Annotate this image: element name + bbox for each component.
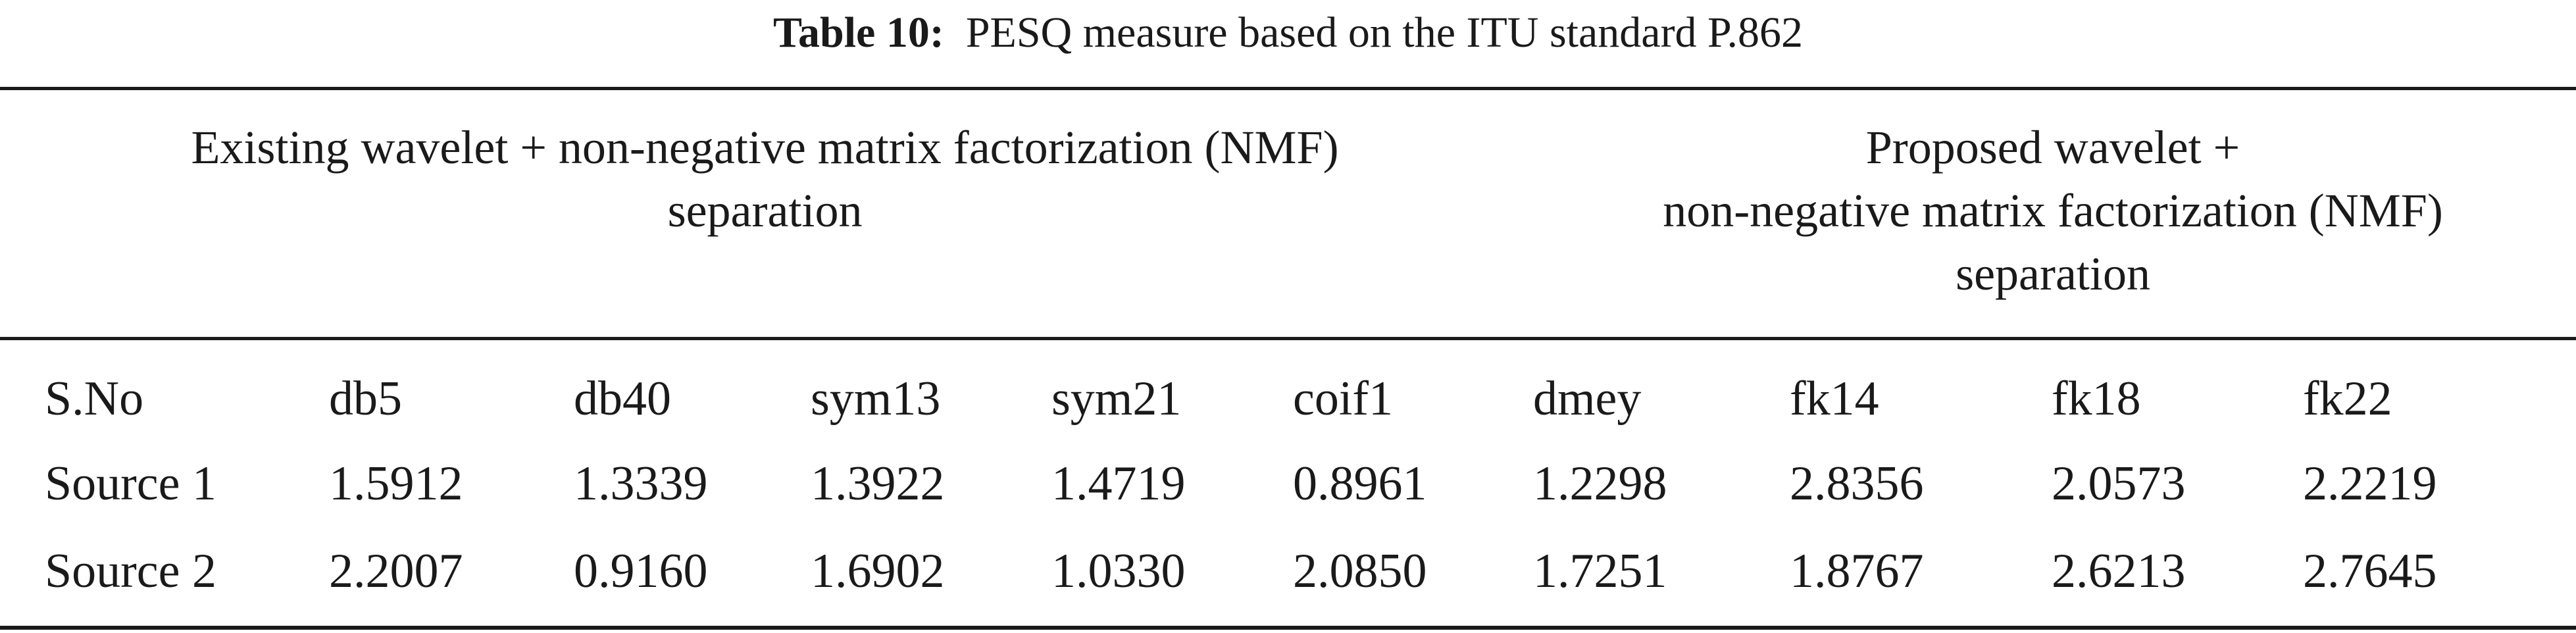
group-header-proposed: Proposed wavelet + non-negative matrix f… xyxy=(1533,116,2573,305)
caption-label: Table 10: xyxy=(773,9,944,57)
column-header: db40 xyxy=(574,372,671,426)
bottom-rule xyxy=(0,626,2576,630)
table-row: Source 1 1.5912 1.3339 1.3922 1.4719 0.8… xyxy=(0,451,2576,517)
table-cell: 1.4719 xyxy=(1051,457,1186,511)
table-cell: 1.0330 xyxy=(1051,544,1186,598)
table-cell: 2.0850 xyxy=(1293,544,1427,598)
header-rule xyxy=(0,337,2576,340)
table-cell: 0.8961 xyxy=(1293,457,1427,511)
table-cell: 2.0573 xyxy=(2052,457,2186,511)
column-header: fk14 xyxy=(1790,372,1879,426)
column-header: db5 xyxy=(329,372,402,426)
column-header: coif1 xyxy=(1293,372,1394,426)
table-cell: 1.2298 xyxy=(1533,457,1667,511)
table-cell: 1.7251 xyxy=(1533,544,1667,598)
group-existing-line2: separation xyxy=(667,184,863,237)
column-header: sym13 xyxy=(811,372,941,426)
row-label: Source 2 xyxy=(45,544,216,598)
table-cell: 1.8767 xyxy=(1790,544,1924,598)
table-cell: 1.3339 xyxy=(574,457,708,511)
group-header-existing: Existing wavelet + non-negative matrix f… xyxy=(20,116,1510,242)
table-cell: 1.5912 xyxy=(329,457,463,511)
column-header: fk18 xyxy=(2052,372,2141,426)
table-cell: 2.7645 xyxy=(2303,544,2437,598)
table-cell: 0.9160 xyxy=(574,544,708,598)
table-row: Source 2 2.2007 0.9160 1.6902 1.0330 2.0… xyxy=(0,538,2576,604)
column-header: S.No xyxy=(45,372,144,426)
column-header: dmey xyxy=(1533,372,1642,426)
caption-text: PESQ measure based on the ITU standard P… xyxy=(965,9,1803,57)
table-caption: Table 10: PESQ measure based on the ITU … xyxy=(0,0,2576,66)
group-proposed-line2: non-negative matrix factorization (NMF) xyxy=(1663,184,2443,237)
row-label: Source 1 xyxy=(45,457,216,511)
table-cell: 2.2219 xyxy=(2303,457,2437,511)
table-cell: 2.6213 xyxy=(2052,544,2186,598)
group-proposed-line3: separation xyxy=(1956,247,2150,300)
group-existing-line1: Existing wavelet + non-negative matrix f… xyxy=(191,121,1339,174)
table-cell: 1.6902 xyxy=(811,544,945,598)
top-rule xyxy=(0,87,2576,90)
table-cell: 1.3922 xyxy=(811,457,945,511)
column-header: fk22 xyxy=(2303,372,2392,426)
column-header: sym21 xyxy=(1051,372,1182,426)
group-proposed-line1: Proposed wavelet + xyxy=(1865,121,2240,174)
table-cell: 2.8356 xyxy=(1790,457,1924,511)
table-cell: 2.2007 xyxy=(329,544,463,598)
table-header-row: S.No db5 db40 sym13 sym21 coif1 dmey fk1… xyxy=(0,366,2576,432)
